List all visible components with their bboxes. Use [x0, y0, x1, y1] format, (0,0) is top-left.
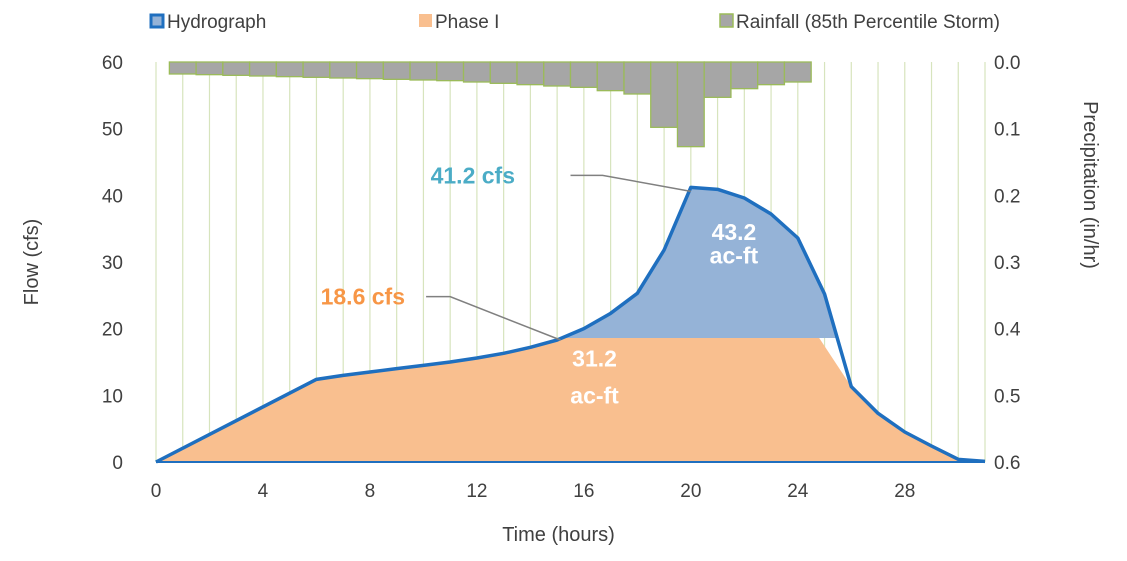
legend-label: Rainfall (85th Percentile Storm)	[736, 12, 1000, 33]
y2-tick-label: 0.0	[994, 53, 1020, 74]
rainfall-bar	[222, 61, 251, 76]
y-tick-label: 10	[102, 386, 123, 407]
rainfall-bar	[623, 61, 652, 95]
hydrograph-layer	[155, 185, 986, 464]
rainfall-bar	[543, 61, 572, 87]
rainfall-bar	[302, 61, 331, 78]
upper-volume-value: 43.2	[712, 219, 757, 245]
phase1-leader-line	[426, 295, 561, 341]
rainfall-bar	[516, 61, 545, 86]
rainfall-bar	[676, 61, 705, 148]
rainfall-bar	[783, 61, 812, 83]
y2-tick-label: 0.1	[994, 120, 1020, 141]
hydrograph-excess-area	[561, 187, 838, 338]
legend-swatch-phase1	[419, 14, 432, 27]
rainfall-bar	[382, 61, 411, 80]
x-tick-label: 8	[365, 481, 376, 502]
axes: 0 10 20 30 40 50 60 0.0 0.1 0.2 0.3 0.4 0.5 0.6 0 4 8 12 1…	[21, 53, 1101, 546]
rainfall-bar	[650, 61, 679, 128]
rainfall-bar	[596, 61, 625, 92]
x-tick-label: 28	[894, 481, 915, 502]
rainfall-bar	[355, 61, 384, 80]
hydrograph-line	[155, 185, 986, 464]
y2-tick-label: 0.4	[994, 320, 1021, 341]
y-tick-label: 40	[102, 186, 123, 207]
y-tick-label: 60	[102, 53, 123, 74]
y-tick-label: 30	[102, 253, 123, 274]
y2-tick-label: 0.6	[994, 453, 1020, 474]
rainfall-bar	[703, 61, 732, 98]
rainfall-bar	[275, 61, 304, 78]
phase1-area	[156, 338, 985, 462]
x-axis-title: Time (hours)	[502, 524, 615, 546]
legend: Hydrograph Phase I Rainfall (85th Percenti…	[149, 12, 1000, 33]
legend-swatch-rainfall	[719, 13, 734, 28]
rainfall-bars	[168, 61, 812, 148]
y-tick-label: 0	[112, 453, 123, 474]
x-tick-label: 24	[787, 481, 809, 502]
rainfall-bar	[730, 61, 759, 90]
rainfall-bar	[195, 61, 224, 76]
rainfall-bar	[409, 61, 438, 81]
rainfall-bar	[168, 61, 197, 75]
y-tick-label: 50	[102, 120, 123, 141]
upper-volume-unit: ac-ft	[710, 242, 759, 268]
y2-tick-label: 0.5	[994, 386, 1020, 407]
rainfall-bar	[329, 61, 358, 79]
legend-swatch-hydrograph	[149, 13, 165, 29]
rainfall-bar	[569, 61, 598, 88]
rainfall-bar	[757, 61, 786, 86]
x-tick-label: 4	[258, 481, 269, 502]
rainfall-bar	[462, 61, 491, 83]
y2-axis-title: Precipitation (in/hr)	[1079, 101, 1101, 269]
x-tick-label: 12	[466, 481, 487, 502]
y-tick-label: 20	[102, 320, 123, 341]
y2-tick-label: 0.3	[994, 253, 1020, 274]
rainfall-bar	[248, 61, 277, 77]
x-tick-label: 0	[151, 481, 162, 502]
rainfall-bar	[436, 61, 465, 82]
lower-volume-unit: ac-ft	[570, 382, 619, 408]
legend-label: Phase I	[435, 12, 499, 33]
y2-tick-label: 0.2	[994, 186, 1020, 207]
y-axis-title: Flow (cfs)	[21, 219, 43, 306]
peak-flow-label: 41.2 cfs	[431, 162, 515, 188]
lower-volume-value: 31.2	[572, 346, 617, 372]
x-tick-label: 20	[680, 481, 701, 502]
phase1-area-layer	[156, 338, 985, 462]
legend-label: Hydrograph	[167, 12, 266, 33]
rainfall-bar	[489, 61, 518, 84]
phase1-peak-label: 18.6 cfs	[321, 284, 405, 310]
x-tick-label: 16	[573, 481, 594, 502]
peak-leader-line	[570, 174, 691, 193]
